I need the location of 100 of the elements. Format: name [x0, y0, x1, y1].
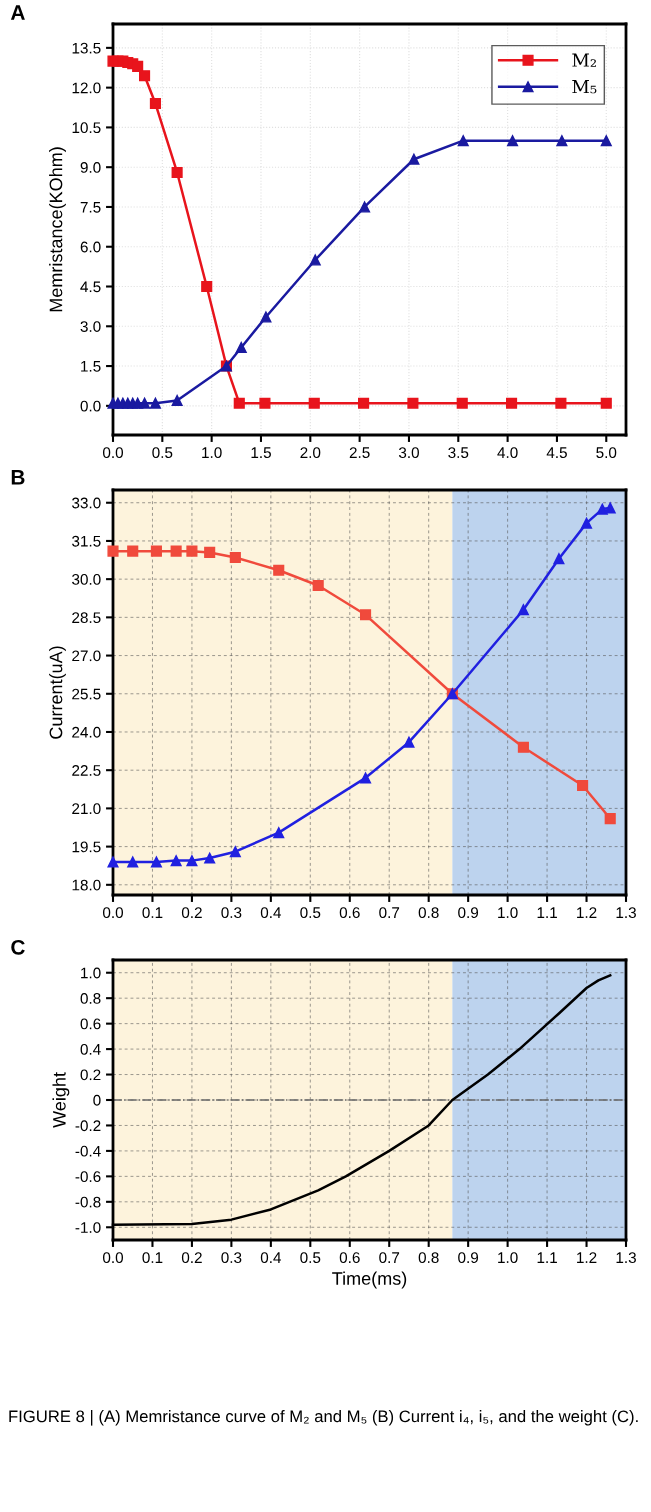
y-tick-label: 19.5	[72, 841, 101, 853]
x-tick-label: 3.0	[398, 447, 419, 459]
x-tick-label: 0.8	[418, 907, 439, 919]
point	[309, 254, 321, 266]
x-tick-label: 4.5	[546, 447, 567, 459]
point	[577, 779, 589, 792]
x-tick-label: 0.1	[142, 1252, 163, 1264]
y-tick-label: 3.0	[80, 321, 101, 332]
x-tick-label: 2.0	[300, 447, 321, 459]
point	[556, 135, 568, 147]
y-tick-label: 9.0	[80, 162, 101, 173]
y-axis-title: Weight	[52, 1072, 70, 1128]
x-tick-label: 2.5	[349, 447, 370, 459]
point	[127, 856, 139, 868]
point	[312, 579, 324, 592]
y-tick-label: 25.5	[72, 688, 101, 700]
caption: FIGURE 8 | (A) Memristance curve of M₂ and M₅ (B) Current i₄, i₅, and the weight (C).	[9, 1410, 638, 1426]
point	[604, 813, 616, 825]
y-tick-label: 0.2	[80, 1069, 101, 1081]
x-tick-label: 0.1	[142, 907, 163, 919]
point	[229, 846, 241, 858]
chart-title: B	[11, 470, 25, 485]
y-tick-label: 31.5	[72, 535, 101, 547]
point	[555, 397, 567, 409]
point	[107, 545, 119, 557]
point	[600, 135, 612, 147]
x-tick-label: 0.0	[102, 1252, 124, 1264]
point	[259, 397, 271, 409]
y-tick-label: 22.5	[72, 765, 101, 776]
y-tick-label: 27.0	[72, 650, 101, 662]
y-tick-label: -0.2	[75, 1120, 101, 1132]
point	[359, 609, 372, 621]
x-tick-label: 0.9	[458, 907, 479, 919]
y-tick-label: 7.5	[80, 201, 101, 213]
x-tick-label: 1.5	[251, 447, 271, 459]
x-tick-label: 1.1	[537, 907, 557, 918]
y-tick-label: 28.5	[72, 612, 101, 624]
legend-label: M₂	[572, 53, 596, 67]
x-tick-label: 0.2	[181, 907, 202, 919]
x-tick-label: 0.3	[221, 907, 242, 919]
point	[170, 545, 182, 557]
point	[403, 736, 415, 748]
point	[408, 153, 420, 165]
y-tick-label: 10.5	[72, 122, 101, 134]
point	[204, 852, 216, 864]
y-tick-label: -0.8	[75, 1196, 101, 1208]
x-tick-label: 1.3	[616, 907, 636, 919]
x-tick-label: 5.0	[596, 447, 617, 459]
x-tick-label: 1.3	[616, 1252, 636, 1264]
point	[517, 741, 529, 753]
x-axis-title: Time(ms)	[332, 1271, 407, 1289]
x-tick-label: 0.5	[300, 1252, 321, 1264]
x-tick-label: 1.1	[537, 1252, 557, 1263]
x-tick-label: 0.3	[221, 1252, 242, 1264]
point	[235, 341, 247, 354]
point	[596, 503, 608, 515]
x-tick-label: 0.7	[379, 907, 400, 919]
y-tick-label: 33.0	[72, 497, 101, 509]
y-tick-label: 0.6	[80, 1018, 101, 1030]
point	[171, 394, 183, 407]
point	[456, 397, 468, 409]
x-tick-label: 0.0	[102, 447, 124, 459]
point	[201, 280, 213, 293]
y-tick-label: 1.0	[81, 967, 101, 979]
point	[139, 70, 151, 82]
x-tick-label: 0.0	[102, 907, 124, 919]
point	[407, 397, 419, 409]
point	[139, 397, 151, 409]
point	[107, 856, 119, 868]
point	[580, 517, 593, 529]
x-tick-label: 0.7	[379, 1252, 400, 1264]
x-tick-label: 0.5	[152, 447, 173, 459]
x-tick-label: 0.2	[181, 1252, 202, 1264]
point	[149, 97, 161, 110]
point	[273, 564, 285, 576]
y-tick-label: 21.0	[72, 803, 101, 815]
point	[358, 397, 370, 409]
y-tick-label: 13.5	[72, 42, 101, 54]
y-tick-label: 18.0	[72, 879, 101, 891]
y-tick-label: 0	[93, 1094, 101, 1106]
point	[127, 545, 139, 557]
point	[233, 397, 245, 409]
point	[308, 397, 320, 409]
y-tick-label: 6.0	[80, 241, 101, 253]
chart-title: A	[10, 5, 25, 20]
x-tick-label: 3.5	[448, 447, 469, 459]
y-tick-label: 4.5	[80, 281, 101, 293]
point	[600, 397, 612, 409]
legend-label: M₅	[572, 79, 597, 94]
y-tick-label: -0.4	[75, 1145, 101, 1157]
x-tick-label: 0.9	[458, 1252, 479, 1264]
point	[150, 856, 162, 868]
point	[186, 855, 198, 867]
point	[359, 772, 372, 784]
x-tick-label: 1.2	[577, 907, 597, 918]
point	[132, 60, 144, 72]
y-axis-title: Current(uA)	[49, 646, 66, 739]
x-tick-label: 0.8	[418, 1252, 439, 1264]
y-tick-label: 0.4	[80, 1043, 101, 1055]
x-tick-label: 1.0	[498, 907, 518, 919]
